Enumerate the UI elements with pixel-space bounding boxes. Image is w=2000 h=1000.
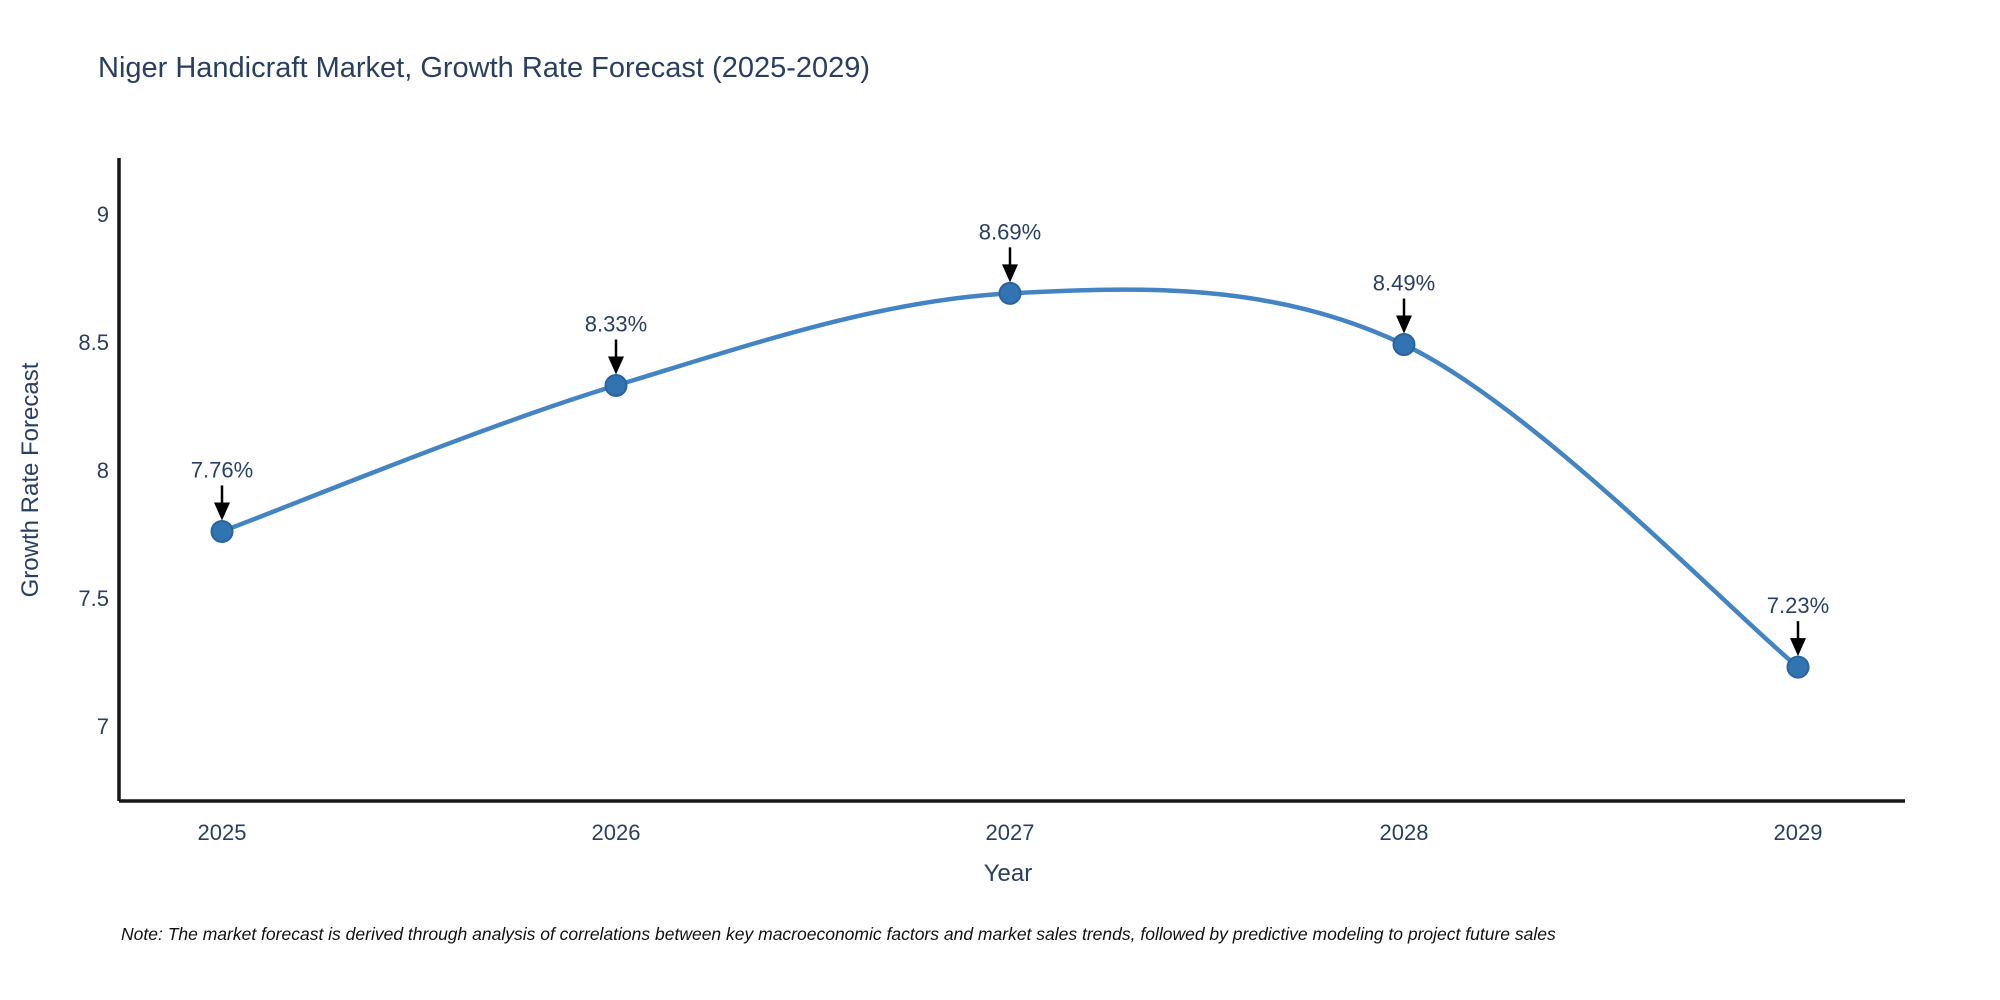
- x-tick-2027: 2027: [986, 820, 1035, 845]
- data-point-2028[interactable]: [1392, 333, 1416, 357]
- y-axis-title: Growth Rate Forecast: [17, 362, 44, 597]
- y-tick-7: 7: [97, 714, 109, 739]
- data-point-2027[interactable]: [998, 281, 1022, 305]
- annotation-arrowhead-2029: [1790, 638, 1806, 657]
- annotation-label-2027: 8.69%: [979, 219, 1041, 244]
- x-axis-title: Year: [984, 860, 1033, 887]
- annotation-label-2025: 7.76%: [191, 457, 253, 482]
- data-point-2025[interactable]: [210, 519, 234, 543]
- x-tick-2028: 2028: [1380, 820, 1429, 845]
- annotation-arrowhead-2025: [214, 502, 230, 521]
- y-tick-9: 9: [97, 202, 109, 227]
- x-tick-2025: 2025: [198, 820, 247, 845]
- annotation-label-2029: 7.23%: [1767, 593, 1829, 618]
- plot-area: 9 8.5 8 7.5 7 2025 2026 2027 2028 2029 7.76% 8.33% 8…: [78, 158, 1905, 845]
- annotation-label-2028: 8.49%: [1373, 271, 1435, 296]
- annotation-label-2026: 8.33%: [585, 312, 647, 337]
- annotation-arrowhead-2026: [608, 356, 624, 375]
- y-tick-7.5: 7.5: [78, 586, 109, 611]
- chart-title: Niger Handicraft Market, Growth Rate For…: [98, 52, 870, 84]
- forecast-line: [219, 287, 1801, 670]
- data-point-2026[interactable]: [604, 374, 628, 398]
- annotation-arrowhead-2027: [1002, 264, 1018, 283]
- annotation-arrowhead-2028: [1396, 315, 1412, 334]
- x-tick-2026: 2026: [592, 820, 641, 845]
- footnote: Note: The market forecast is derived thr…: [121, 924, 1556, 944]
- y-tick-8.5: 8.5: [78, 330, 109, 355]
- data-point-2029[interactable]: [1786, 655, 1810, 679]
- x-tick-2029: 2029: [1774, 820, 1823, 845]
- y-tick-8: 8: [97, 458, 109, 483]
